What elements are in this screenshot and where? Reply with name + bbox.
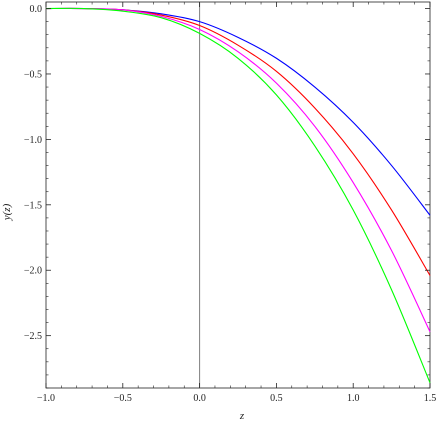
x-tick-label: −0.5 — [114, 393, 132, 404]
x-axis-label: z — [239, 410, 245, 422]
x-ticks: −1.0 −0.5 0.0 0.5 1.0 1.5 — [37, 2, 436, 404]
y-tick-label: −2.0 — [24, 266, 42, 277]
series-line-2 — [45, 7, 431, 276]
y-tick-label: −1.0 — [24, 135, 42, 146]
series-line-3 — [45, 7, 431, 332]
y-axis-label: y(z) — [1, 203, 13, 221]
x-tick-label: −1.0 — [37, 393, 55, 404]
series-line-4 — [45, 7, 431, 383]
y-tick-label: −2.5 — [24, 331, 42, 342]
x-tick-label: 1.0 — [347, 393, 360, 404]
y-tick-label: −0.5 — [24, 69, 42, 80]
plot-border — [45, 1, 431, 389]
x-tick-label: 0.0 — [193, 393, 206, 404]
x-tick-label: 1.5 — [424, 393, 436, 404]
x-tick-label: 0.5 — [270, 393, 283, 404]
y-ticks: 0.0 −0.5 −1.0 −1.5 −2.0 −2.5 — [24, 4, 430, 389]
series-line-1 — [45, 7, 431, 216]
y-tick-label: 0.0 — [30, 4, 43, 15]
plot-frame — [45, 1, 431, 389]
y-tick-label: −1.5 — [24, 200, 42, 211]
series-group — [45, 7, 431, 383]
